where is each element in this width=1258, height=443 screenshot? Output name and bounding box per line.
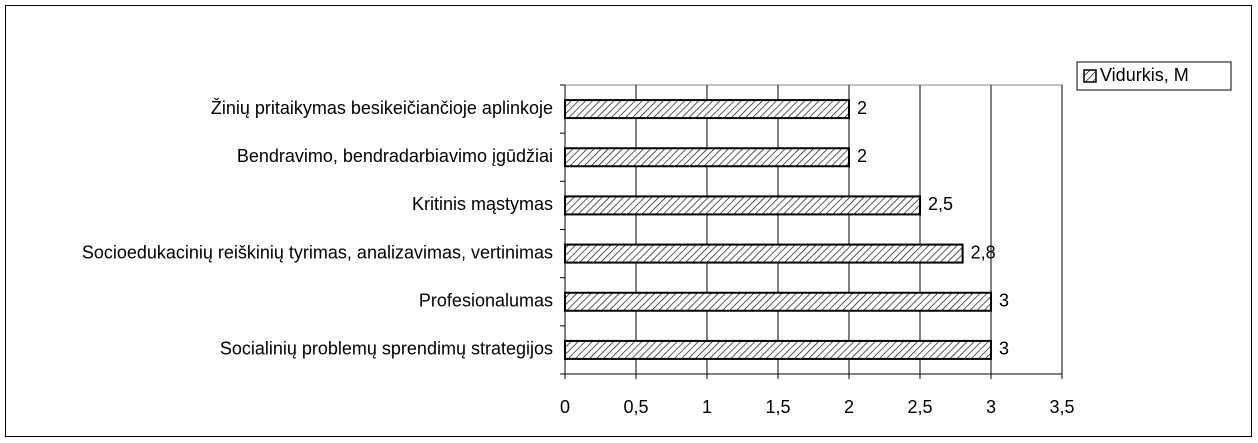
bar bbox=[564, 195, 921, 216]
y-tick-label: Socioedukacinių reiškinių tyrimas, anali… bbox=[82, 242, 553, 262]
bar bbox=[564, 99, 850, 120]
y-tick-label: Socialinių problemų sprendimų strategijo… bbox=[220, 339, 553, 359]
legend-swatch bbox=[1083, 69, 1097, 83]
value-label: 2,8 bbox=[971, 242, 996, 262]
legend-label: Vidurkis, M bbox=[1100, 65, 1189, 85]
x-tick-label: 3,5 bbox=[1049, 397, 1074, 417]
y-tick-label: Bendravimo, bendradarbiavimo įgūdžiai bbox=[237, 146, 553, 166]
legend-box bbox=[1076, 61, 1232, 91]
value-label: 2,5 bbox=[928, 194, 953, 214]
x-tick-label: 2,5 bbox=[907, 397, 932, 417]
chart-border bbox=[5, 5, 1252, 437]
x-tick-label: 0,5 bbox=[623, 397, 648, 417]
x-tick-label: 0 bbox=[560, 397, 570, 417]
value-label: 2 bbox=[857, 98, 867, 118]
value-label: 2 bbox=[857, 146, 867, 166]
x-tick-label: 1 bbox=[702, 397, 712, 417]
bar bbox=[564, 243, 964, 264]
y-tick-label: Kritinis mąstymas bbox=[412, 194, 553, 214]
x-tick-label: 1,5 bbox=[765, 397, 790, 417]
value-label: 3 bbox=[999, 291, 1009, 311]
value-label: 3 bbox=[999, 339, 1009, 359]
legend: Vidurkis, M bbox=[1076, 61, 1232, 91]
y-tick-label: Žinių pritaikymas besikeičiančioje aplin… bbox=[211, 98, 553, 118]
bar bbox=[564, 147, 850, 168]
y-tick-label: Profesionalumas bbox=[419, 291, 553, 311]
bar bbox=[564, 339, 992, 360]
x-tick-label: 3 bbox=[986, 397, 996, 417]
plot-area bbox=[564, 84, 1063, 375]
bar bbox=[564, 291, 992, 312]
x-tick-label: 2 bbox=[844, 397, 854, 417]
